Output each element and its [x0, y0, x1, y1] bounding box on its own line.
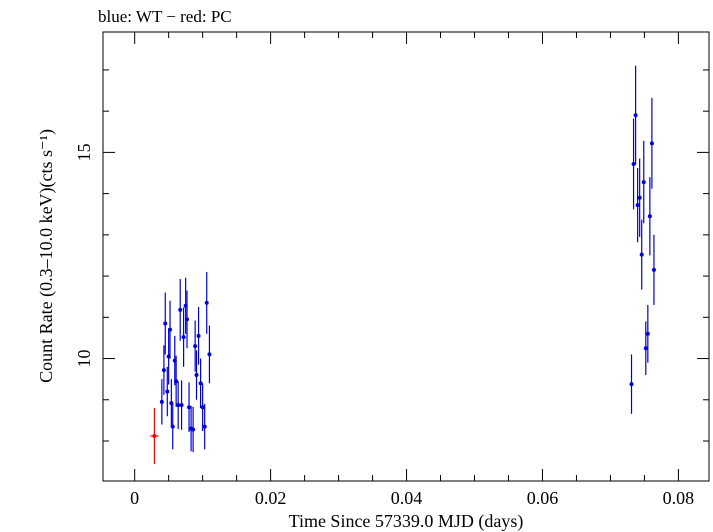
x-tick-label: 0 — [130, 488, 139, 508]
chart-title: blue: WT − red: PC — [98, 7, 232, 26]
data-point — [176, 403, 181, 408]
data-point — [178, 307, 183, 312]
data-point — [152, 434, 157, 439]
data-point — [194, 373, 199, 378]
data-point — [187, 405, 192, 410]
data-point — [645, 331, 650, 336]
data-series — [150, 65, 656, 465]
data-point — [643, 346, 648, 351]
x-tick-label: 0.08 — [663, 488, 695, 508]
data-point — [193, 344, 198, 349]
axis-ticks — [103, 32, 709, 481]
data-point — [204, 300, 209, 305]
y-tick-label: 15 — [74, 143, 94, 161]
data-point — [202, 424, 207, 429]
data-point — [185, 317, 190, 322]
data-point — [163, 321, 168, 326]
y-axis-label: Count Rate (0.3–10.0 keV)(cts s⁻¹) — [36, 129, 57, 383]
data-point — [191, 427, 196, 432]
x-tick-label: 0.02 — [255, 488, 287, 508]
series-pc — [150, 408, 159, 465]
plot-frame — [102, 31, 710, 482]
series-wt — [159, 65, 656, 453]
data-point — [170, 424, 175, 429]
data-point — [633, 113, 638, 118]
data-point — [159, 399, 164, 404]
data-point — [647, 214, 652, 219]
data-point — [637, 195, 642, 200]
data-point — [165, 389, 170, 394]
data-point — [631, 161, 636, 166]
x-axis-label: Time Since 57339.0 MJD (days) — [289, 511, 524, 532]
x-tick-label: 0.04 — [391, 488, 423, 508]
data-point — [168, 327, 173, 332]
data-point — [200, 405, 205, 410]
x-tick-label: 0.06 — [527, 488, 559, 508]
data-point — [639, 252, 644, 257]
data-point — [161, 368, 166, 373]
data-point — [649, 141, 654, 146]
data-point — [174, 379, 179, 384]
data-point — [207, 352, 212, 357]
axis-tick-labels: 0 0.02 0.04 0.06 0.08 10 15 — [74, 143, 694, 508]
data-point — [629, 382, 634, 387]
data-point — [651, 267, 656, 272]
data-point — [181, 335, 186, 340]
data-point — [179, 403, 184, 408]
y-tick-label: 10 — [74, 350, 94, 368]
data-point — [196, 333, 201, 338]
data-point — [635, 203, 640, 208]
data-point — [641, 180, 646, 185]
data-point — [198, 381, 203, 386]
